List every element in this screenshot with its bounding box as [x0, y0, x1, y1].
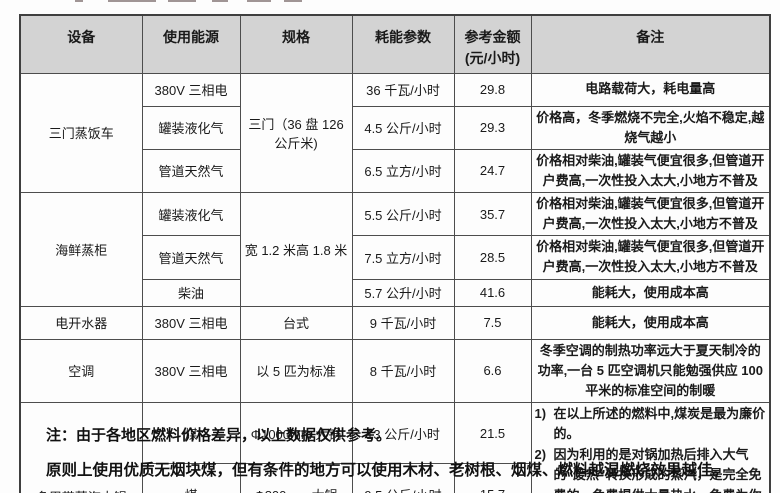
- cell-amount: 24.7: [453, 148, 532, 194]
- cell-amount: 29.8: [453, 72, 532, 107]
- energy-comparison-table: 设备 使用能源 规格 耗能参数 参考金额 (元/小时) 备注 三门蒸饭车 380…: [19, 14, 771, 493]
- cell-param: 9.5 公斤/小时: [351, 463, 455, 493]
- header-energy: 使用能源: [141, 14, 241, 74]
- clipped-text-remnant: [168, 0, 196, 2]
- cell-amount: 28.5: [453, 235, 532, 280]
- cell-remark: 冬季空调的制热功率远大于夏天制冷的功率,一台 5 匹空调机只能勉强供应 100 …: [530, 338, 771, 404]
- table-row: 电开水器 380V 三相电 台式 9 千瓦/小时 7.5 能耗大，使用成本高: [19, 305, 771, 340]
- cell-equipment: 空调: [19, 338, 143, 404]
- table-row: 海鲜蒸柜 罐装液化气 宽 1.2 米高 1.8 米 5.5 公斤/小时 35.7…: [19, 192, 771, 307]
- table-row: 罐装液化气 4.5 公斤/小时 29.3 价格高，冬季燃烧不完全,火焰不稳定,越…: [20, 105, 771, 150]
- cell-remark-coal: 1) 在以上所述的燃料中,煤炭是最为廉价的。 2) 因为利用的是对锅加热后排入大…: [530, 402, 771, 493]
- header-amount-line1: 参考金额: [464, 29, 521, 45]
- cell-amount: 7.5: [453, 305, 532, 340]
- coal-remark-item: 1) 在以上所述的燃料中,煤炭是最为廉价的。: [535, 404, 767, 444]
- cell-param: 7.5 立方/小时: [351, 235, 455, 280]
- cell-param: 9 千瓦/小时: [351, 305, 455, 340]
- footnote-line: 注：由于各地区燃料价格差异，以上数据仅供参考。: [46, 427, 392, 444]
- clipped-text-remnant: [108, 0, 156, 2]
- coal-remark-text: 因为利用的是对锅加热后排入大气的“废热”转换形成的蒸汽，是完全免费的，免费提供大…: [553, 447, 762, 493]
- cell-energy: 380V 三相电: [141, 305, 241, 340]
- cell-energy: 柴油: [141, 278, 241, 307]
- header-amount-line2: (元/小时): [464, 50, 521, 66]
- cell-amount: 35.7: [453, 192, 532, 237]
- cell-spec: Φ800mm 大锅: [239, 463, 353, 493]
- table-row: 三门蒸饭车 380V 三相电 三门（36 盘 126 公斤米) 36 千瓦/小时…: [19, 72, 771, 194]
- header-spec: 规格: [239, 14, 353, 74]
- cell-equipment: 多用带蒸汽大锅: [19, 402, 143, 493]
- cell-param: 36 千瓦/小时: [351, 72, 455, 107]
- cell-energy: 罐装液化气: [141, 105, 241, 150]
- cell-spec: 台式: [239, 305, 353, 340]
- cell-param: 8 千瓦/小时: [351, 338, 455, 404]
- clipped-text-remnant: [247, 0, 271, 2]
- cell-remark: 价格相对柴油,罐装气便宜很多,但管道开户费高,一次性投入太大,小地方不普及: [530, 235, 771, 280]
- cell-param: 13 公斤/小时: [351, 402, 455, 465]
- cell-remark: 能耗大，使用成本高: [530, 305, 771, 340]
- clipped-text-remnant: [75, 0, 83, 2]
- clipped-text-remnant: [284, 0, 302, 2]
- cell-spec: 宽 1.2 米高 1.8 米: [239, 192, 353, 307]
- cell-equipment: 海鲜蒸柜: [19, 192, 143, 307]
- table-row: 煤 Φ800mm 大锅 9.5 公斤/小时 15.7: [20, 463, 770, 493]
- header-equipment: 设备: [19, 14, 143, 74]
- cell-spec: 以 5 匹为标准: [239, 338, 353, 404]
- cell-energy: 380V 三相电: [141, 338, 241, 404]
- cell-amount: 15.7: [453, 463, 532, 493]
- cell-spec: Φ1000mm 大锅: [239, 402, 353, 465]
- cell-remark: 电路载荷大，耗电量高: [530, 72, 771, 107]
- cell-energy: 380V 三相电: [141, 72, 241, 107]
- footnote-line: 原则上使用优质无烟块煤，但有条件的地方可以使用木材、老树根、烟煤、燃料越湿燃烧效…: [46, 462, 729, 479]
- cell-energy: 罐装液化气: [141, 192, 241, 237]
- cell-spec: 三门（36 盘 126 公斤米): [239, 72, 353, 194]
- cell-param: 5.7 公升/小时: [351, 278, 455, 307]
- header-amount: 参考金额 (元/小时): [453, 14, 532, 74]
- table-row: 多用带蒸汽大锅 煤 Φ1000mm 大锅 13 公斤/小时 21.5 1) 在以…: [19, 402, 771, 493]
- coal-remark-item: 2) 因为利用的是对锅加热后排入大气的“废热”转换形成的蒸汽，是完全免费的，免费…: [535, 445, 767, 493]
- cell-param: 4.5 公斤/小时: [351, 105, 455, 150]
- table-header-row: 设备 使用能源 规格 耗能参数 参考金额 (元/小时) 备注: [19, 14, 771, 74]
- cell-equipment: 三门蒸饭车: [19, 72, 143, 194]
- clipped-text-remnant: [212, 0, 228, 2]
- table-row: 空调 380V 三相电 以 5 匹为标准 8 千瓦/小时 6.6 冬季空调的制热…: [19, 338, 771, 404]
- coal-remark-number: 1): [534, 406, 547, 422]
- header-param: 耗能参数: [351, 14, 455, 74]
- table-row: 管道天然气 7.5 立方/小时 28.5 价格相对柴油,罐装气便宜很多,但管道开…: [20, 235, 771, 280]
- cell-amount: 41.6: [453, 278, 532, 307]
- header-remark: 备注: [530, 14, 771, 74]
- cell-param: 5.5 公斤/小时: [351, 192, 455, 237]
- cell-remark: 价格相对柴油,罐装气便宜很多,但管道开户费高,一次性投入太大,小地方不普及: [530, 148, 771, 194]
- cell-energy: 管道天然气: [141, 235, 241, 280]
- cell-remark: 能耗大，使用成本高: [530, 278, 771, 307]
- cell-equipment: 电开水器: [19, 305, 143, 340]
- cell-param: 6.5 立方/小时: [351, 148, 455, 194]
- cell-energy: 煤: [141, 463, 241, 493]
- cell-energy: 管道天然气: [141, 148, 241, 194]
- footnotes: 注：由于各地区燃料价格差异，以上数据仅供参考。 原则上使用优质无烟块煤，但有条件…: [46, 424, 756, 480]
- table-row: 管道天然气 6.5 立方/小时 24.7 价格相对柴油,罐装气便宜很多,但管道开…: [20, 148, 771, 194]
- coal-remark-number: 2): [534, 447, 547, 463]
- cell-amount: 29.3: [453, 105, 532, 150]
- table-row: 柴油 5.7 公升/小时 41.6 能耗大，使用成本高: [20, 278, 771, 307]
- cell-amount: 6.6: [453, 338, 532, 404]
- cell-amount: 21.5: [453, 402, 532, 465]
- coal-remark-text: 在以上所述的燃料中,煤炭是最为廉价的。: [553, 406, 766, 442]
- cell-remark: 价格高，冬季燃烧不完全,火焰不稳定,越烧气越小: [530, 105, 771, 150]
- cell-remark: 价格相对柴油,罐装气便宜很多,但管道开户费高,一次性投入太大,小地方不普及: [530, 192, 771, 237]
